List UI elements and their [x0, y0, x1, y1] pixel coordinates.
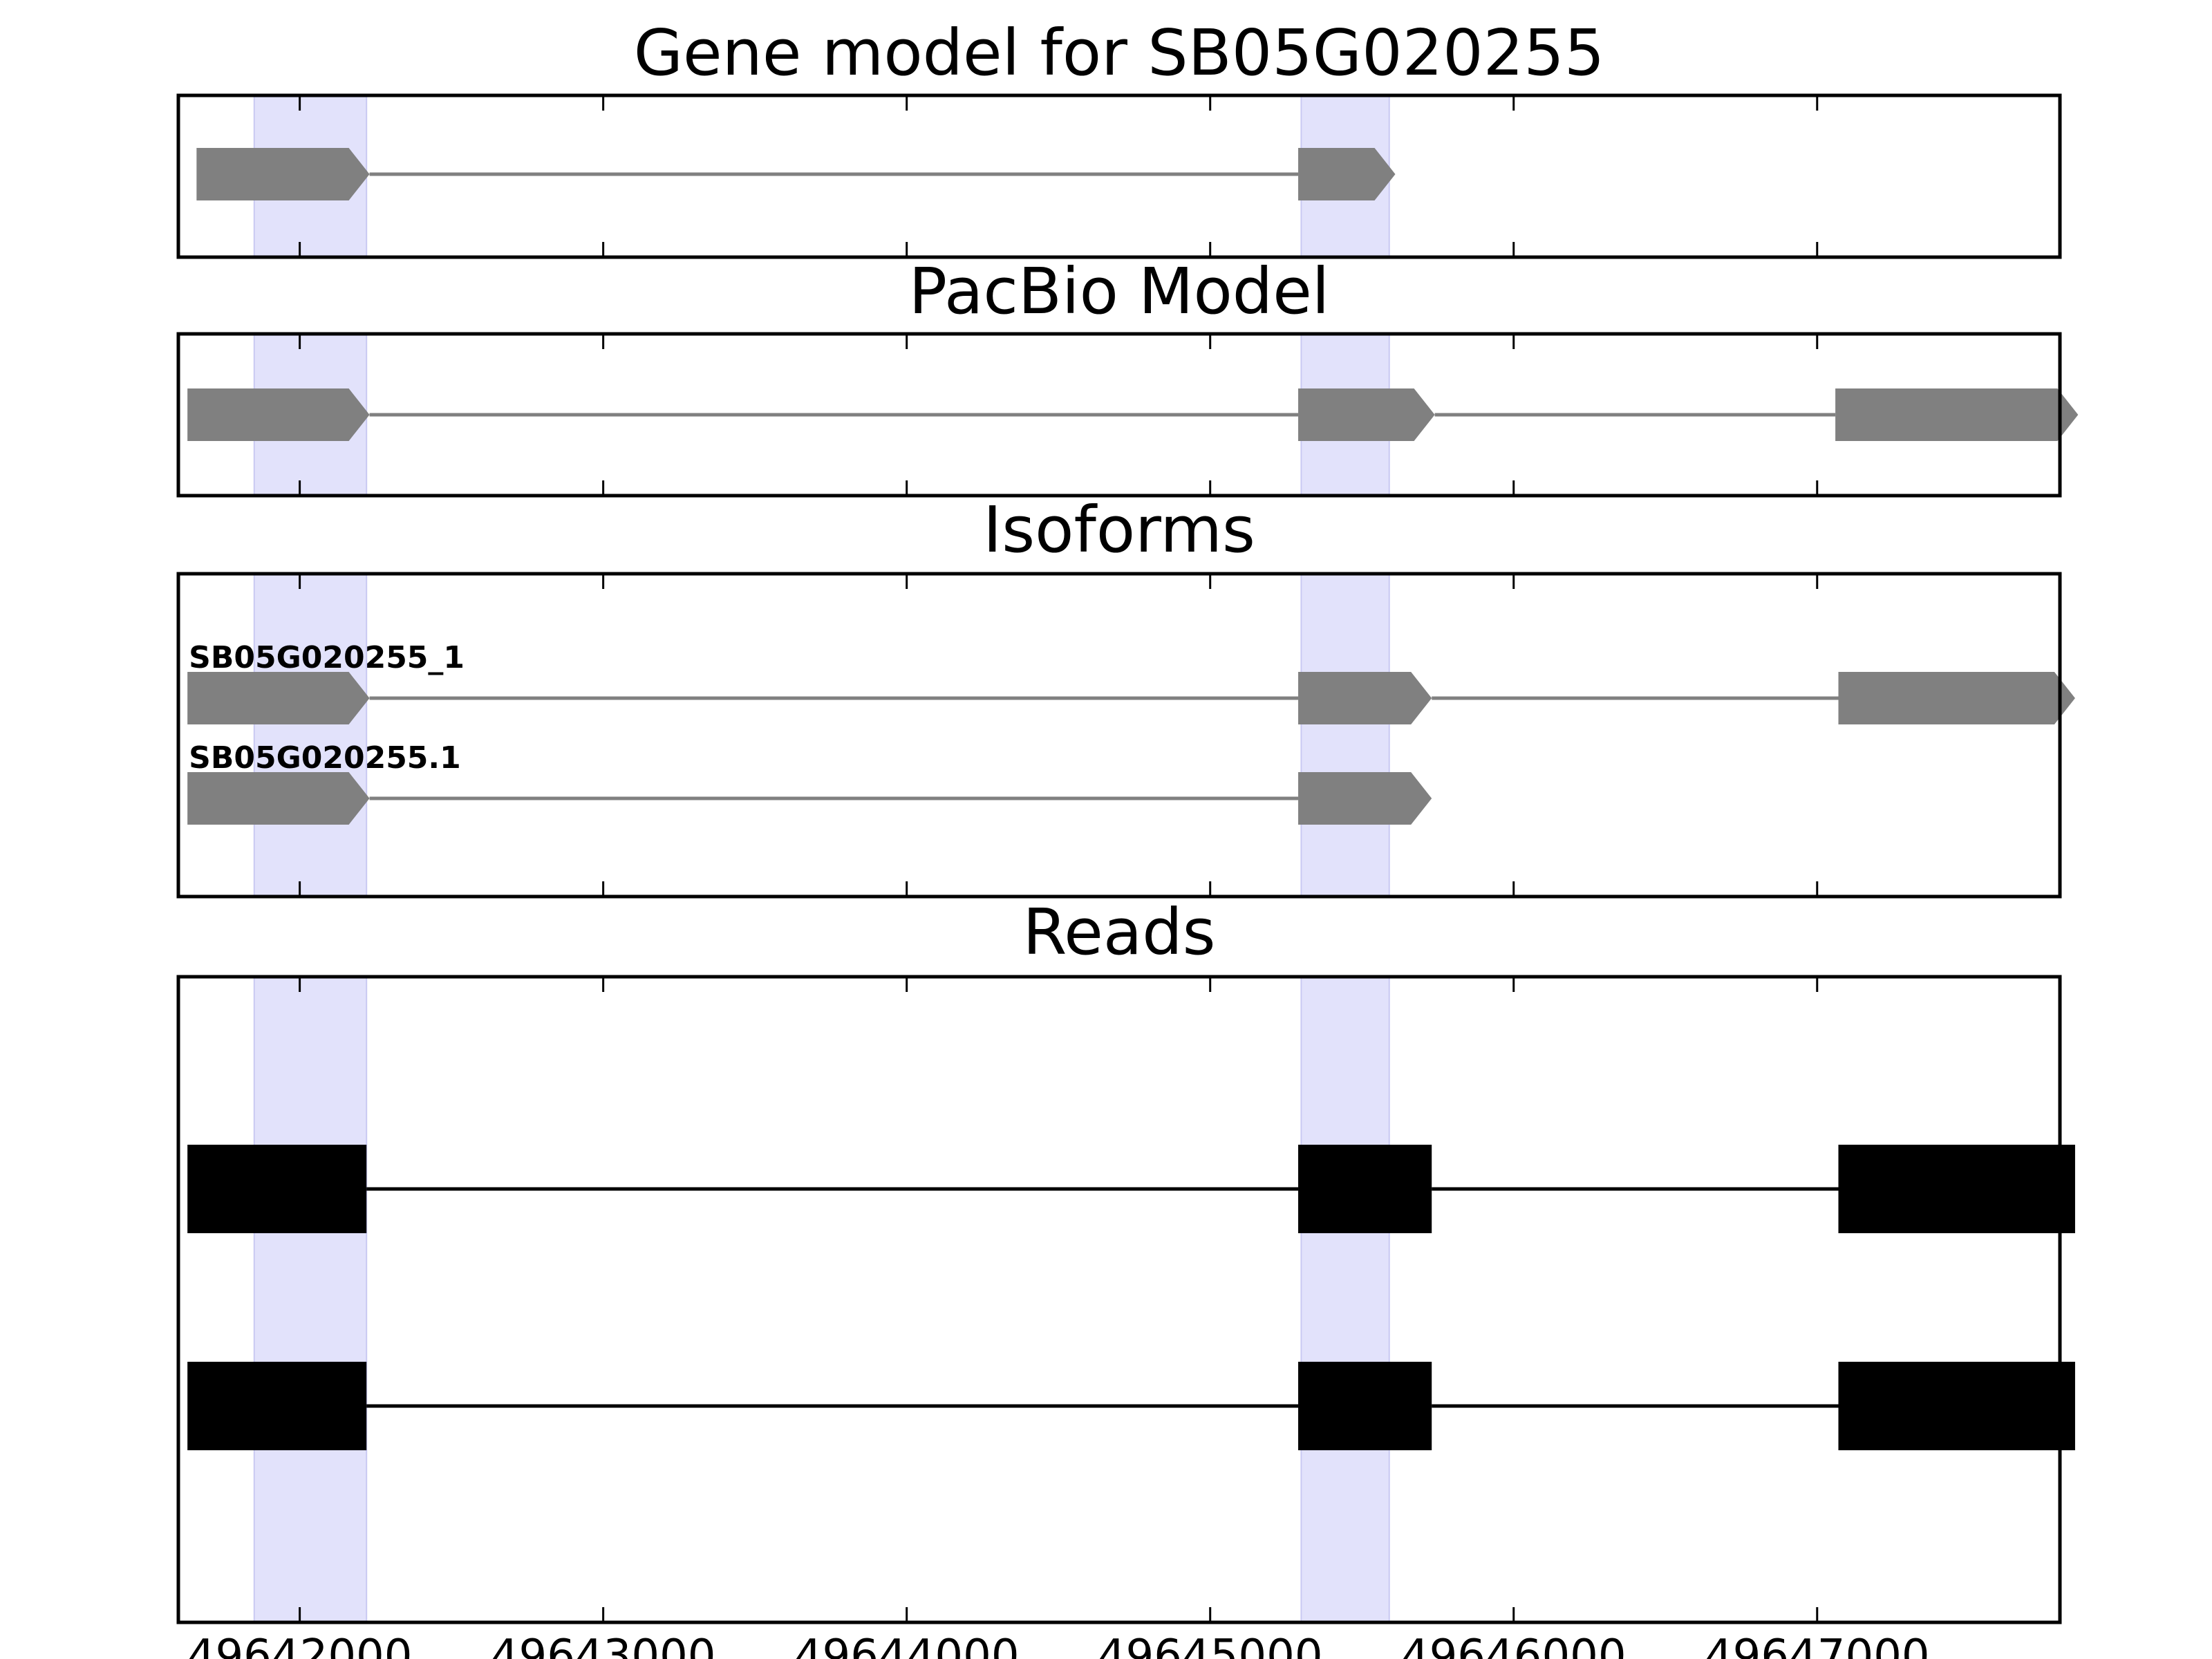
highlight-band	[1300, 573, 1390, 897]
exon-arrow	[1298, 672, 1432, 724]
isoform-label: SB05G020255.1	[189, 740, 461, 776]
exon-arrow	[1835, 388, 2079, 441]
exon-arrow	[187, 772, 370, 825]
x-tick-label: 49643000	[491, 1631, 716, 1659]
isoform-label: SB05G020255_1	[189, 640, 465, 675]
panel-0: Gene model for SB05G020255	[176, 16, 2062, 259]
read-block	[187, 1362, 367, 1450]
exon-arrow	[196, 148, 370, 200]
exon-arrow	[1838, 672, 2075, 724]
panel-frame	[176, 332, 2062, 498]
x-tick-label: 49642000	[187, 1631, 413, 1659]
exon-arrow	[1298, 148, 1396, 200]
panel-3: Reads	[176, 895, 2075, 1624]
highlight-band	[253, 976, 368, 1623]
panel-frame	[176, 975, 2062, 1624]
panel-frame	[176, 572, 2062, 899]
x-tick-label: 49644000	[794, 1631, 1020, 1659]
panel-title: Isoforms	[983, 493, 1255, 567]
read-block	[187, 1145, 367, 1233]
x-tick-label: 49647000	[1705, 1631, 1930, 1659]
exon-arrow	[187, 672, 370, 724]
panel-title: PacBio Model	[909, 254, 1330, 328]
read-block	[1298, 1362, 1432, 1450]
highlight-band	[1300, 976, 1390, 1623]
panel-1: PacBio Model	[176, 254, 2079, 498]
exon-arrow	[1298, 772, 1432, 825]
exon-arrow	[187, 388, 370, 441]
read-block	[1298, 1145, 1432, 1233]
panel-title: Reads	[1022, 895, 1215, 969]
read-block	[1838, 1145, 2075, 1233]
panel-frame	[176, 93, 2062, 259]
exon-arrow	[1298, 388, 1435, 441]
highlight-band	[253, 573, 368, 897]
read-block	[1838, 1362, 2075, 1450]
panel-2: Isoforms SB05G020255_1 SB05G020255.1	[176, 493, 2075, 899]
x-tick-label: 49645000	[1098, 1631, 1323, 1659]
panels-layer: Gene model for SB05G020255 PacBio Model Is…	[176, 16, 2079, 1659]
panel-title: Gene model for SB05G020255	[634, 16, 1605, 90]
x-tick-label: 49646000	[1401, 1631, 1627, 1659]
